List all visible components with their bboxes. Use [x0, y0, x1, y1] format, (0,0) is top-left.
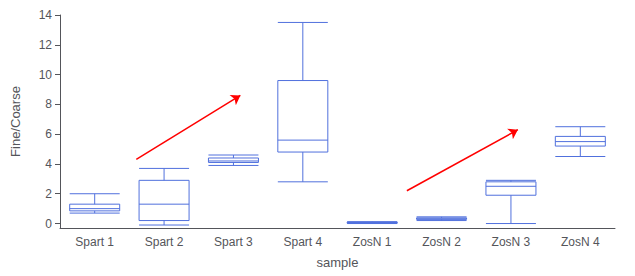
svg-text:10: 10: [39, 68, 53, 82]
svg-text:ZosN 4: ZosN 4: [561, 235, 600, 249]
svg-text:4: 4: [45, 157, 52, 171]
svg-text:2: 2: [45, 187, 52, 201]
svg-text:ZosN 3: ZosN 3: [492, 235, 531, 249]
svg-text:Spart 3: Spart 3: [214, 235, 253, 249]
svg-text:ZosN 2: ZosN 2: [422, 235, 461, 249]
svg-text:Spart 2: Spart 2: [145, 235, 184, 249]
svg-text:14: 14: [39, 8, 53, 22]
svg-text:Spart 1: Spart 1: [75, 235, 114, 249]
svg-text:12: 12: [39, 38, 53, 52]
svg-text:0: 0: [45, 217, 52, 231]
svg-text:6: 6: [45, 127, 52, 141]
svg-text:8: 8: [45, 97, 52, 111]
svg-text:sample: sample: [317, 255, 359, 270]
svg-text:Fine/Coarse: Fine/Coarse: [8, 86, 23, 157]
svg-text:ZosN 1: ZosN 1: [353, 235, 392, 249]
svg-text:Spart 4: Spart 4: [283, 235, 322, 249]
